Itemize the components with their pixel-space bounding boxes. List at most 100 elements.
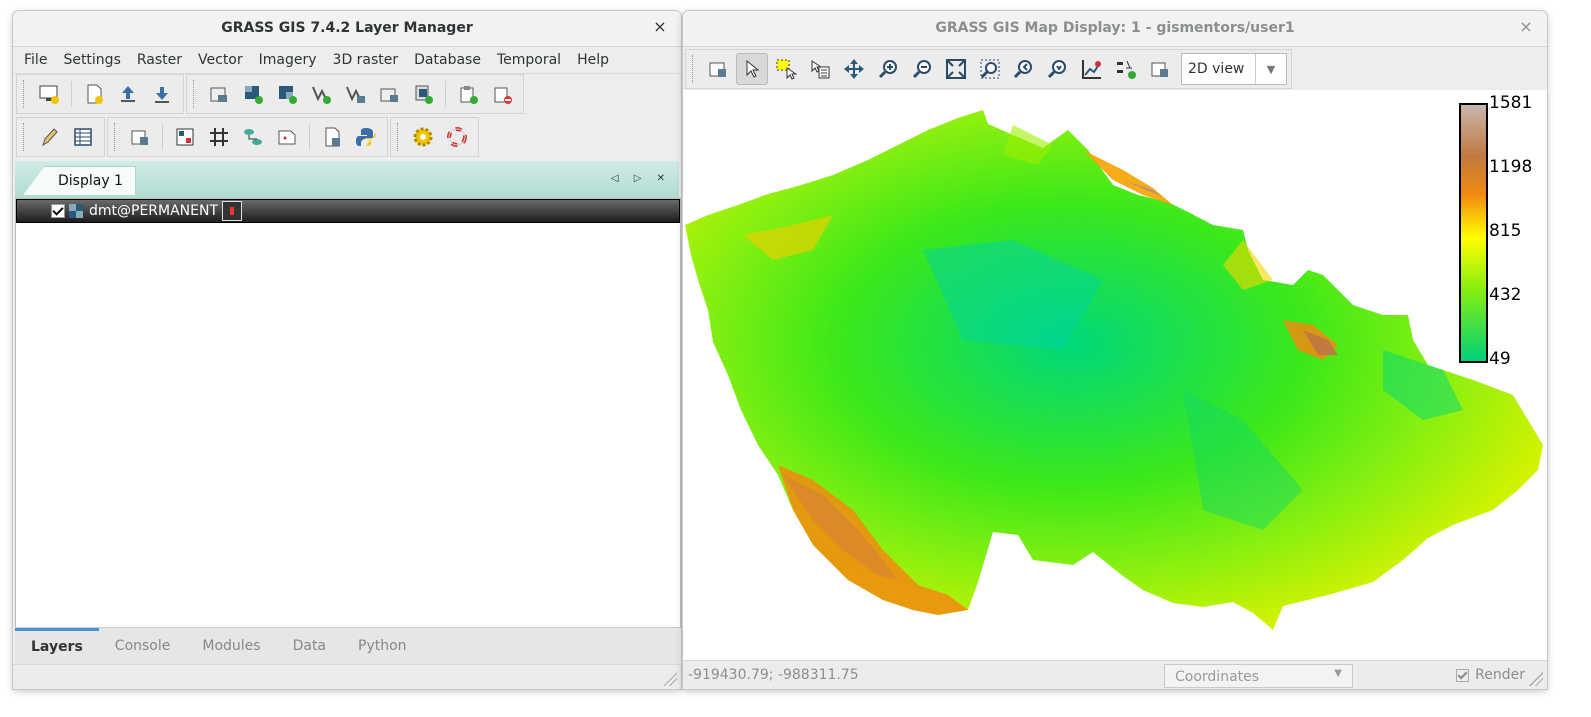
menu-settings[interactable]: Settings — [63, 52, 121, 68]
render-checkbox[interactable]: Render — [1456, 667, 1525, 683]
analyze-icon[interactable] — [1076, 53, 1108, 85]
layer-manager-window: GRASS GIS 7.4.2 Layer Manager × File Set… — [13, 11, 681, 689]
pointer-icon[interactable] — [736, 53, 768, 85]
menu-database[interactable]: Database — [414, 52, 481, 68]
new-workspace-icon[interactable] — [78, 78, 110, 110]
save-workspace-icon[interactable] — [146, 78, 178, 110]
grid-icon[interactable] — [203, 121, 235, 153]
layer-opacity-icon[interactable] — [222, 201, 243, 221]
save-display-icon[interactable] — [1144, 53, 1176, 85]
tab-layers[interactable]: Layers — [15, 628, 99, 664]
georectifier-icon[interactable] — [169, 121, 201, 153]
tab-display-1-label: Display 1 — [58, 173, 123, 189]
add-raster-misc-icon[interactable] — [271, 78, 303, 110]
menu-3d-raster[interactable]: 3D raster — [332, 52, 399, 68]
menu-file[interactable]: File — [24, 52, 48, 68]
window-title: GRASS GIS 7.4.2 Layer Manager — [221, 20, 473, 36]
tab-data[interactable]: Data — [292, 638, 327, 654]
resize-grip-icon[interactable] — [1529, 672, 1543, 686]
toolbar-layers — [186, 74, 524, 114]
select-icon[interactable] — [770, 53, 802, 85]
edit-vector-icon[interactable] — [33, 121, 65, 153]
menu-help[interactable]: Help — [577, 52, 609, 68]
tab-modules[interactable]: Modules — [202, 638, 261, 654]
legend-label-815: 815 — [1489, 221, 1522, 241]
map-display-statusbar: -919430.79; -988311.75 Coordinates ▼ Ren… — [683, 660, 1547, 689]
add-vector-misc-icon[interactable] — [339, 78, 371, 110]
zoom-region-icon[interactable] — [974, 53, 1006, 85]
tab-python[interactable]: Python — [358, 638, 407, 654]
resize-grip-icon[interactable] — [663, 672, 677, 686]
menu-raster[interactable]: Raster — [136, 52, 183, 68]
map-decorations-icon[interactable] — [1110, 53, 1142, 85]
toolbar-misc — [107, 117, 388, 157]
graphical-modeler-icon[interactable] — [237, 121, 269, 153]
render-label: Render — [1475, 667, 1525, 683]
layer-name: dmt@PERMANENT — [89, 203, 219, 219]
import-raster-icon[interactable] — [124, 121, 156, 153]
menu-imagery[interactable]: Imagery — [258, 52, 317, 68]
menu-temporal[interactable]: Temporal — [496, 52, 562, 68]
close-icon[interactable]: × — [1519, 17, 1533, 36]
new-display-icon[interactable] — [33, 78, 65, 110]
layer-visibility-checkbox[interactable] — [51, 204, 65, 218]
map-display-window: GRASS GIS Map Display: 1 - gismentors/us… — [683, 11, 1547, 689]
chevron-down-icon[interactable]: ▼ — [1255, 54, 1286, 84]
pan-icon[interactable] — [838, 53, 870, 85]
notebook-controls[interactable]: ◁ ▷ ✕ — [610, 173, 671, 184]
toolbar-display — [16, 74, 184, 114]
add-overlay-icon[interactable] — [373, 78, 405, 110]
toolbar-row-2 — [16, 117, 481, 157]
attribute-table-icon[interactable] — [67, 121, 99, 153]
elevation-raster-map — [685, 110, 1543, 630]
map-toolbar-group: 2D view ▼ — [685, 49, 1292, 89]
layer-row-dmt[interactable]: dmt@PERMANENT — [16, 199, 680, 223]
open-workspace-icon[interactable] — [112, 78, 144, 110]
map-display-titlebar: GRASS GIS Map Display: 1 - gismentors/us… — [683, 11, 1547, 47]
zoom-extent-icon[interactable] — [940, 53, 972, 85]
elevation-legend-bar — [1459, 103, 1488, 363]
legend-label-min: 49 — [1489, 349, 1511, 369]
menu-vector[interactable]: Vector — [198, 52, 243, 68]
view-mode-value: 2D view — [1188, 61, 1245, 77]
add-raster-icon[interactable] — [237, 78, 269, 110]
zoom-in-icon[interactable] — [872, 53, 904, 85]
statusbar-mode-select[interactable]: Coordinates ▼ — [1164, 664, 1353, 688]
render-map-icon[interactable] — [702, 53, 734, 85]
layer-manager-titlebar: GRASS GIS 7.4.2 Layer Manager × — [13, 11, 681, 47]
zoom-out-icon[interactable] — [906, 53, 938, 85]
add-group-layer-icon[interactable] — [452, 78, 484, 110]
tab-console[interactable]: Console — [114, 638, 171, 654]
layer-tree[interactable]: dmt@PERMANENT — [15, 198, 681, 628]
close-icon[interactable]: × — [653, 17, 667, 36]
toolbar-tools — [16, 117, 105, 157]
legend-label-1198: 1198 — [1489, 157, 1533, 177]
layer-manager-statusbar — [13, 664, 681, 689]
bottom-tabs: Layers Console Modules Data Python — [15, 627, 679, 664]
window-title: GRASS GIS Map Display: 1 - gismentors/us… — [935, 20, 1295, 36]
toolbar-settings — [390, 117, 479, 157]
toolbar-row-1 — [16, 74, 526, 114]
python-shell-icon[interactable] — [350, 121, 382, 153]
map-canvas[interactable]: 1581 1198 815 432 49 — [683, 90, 1547, 662]
chevron-down-icon: ▼ — [1334, 668, 1342, 679]
menubar: File Settings Raster Vector Imagery 3D r… — [13, 47, 681, 74]
map-toolbar: 2D view ▼ — [685, 49, 1294, 89]
query-icon[interactable] — [804, 53, 836, 85]
legend-label-max: 1581 — [1489, 93, 1533, 113]
add-group-icon[interactable] — [407, 78, 439, 110]
statusbar-mode-value: Coordinates — [1175, 669, 1260, 685]
script-icon[interactable] — [316, 121, 348, 153]
zoom-menu-icon[interactable] — [1042, 53, 1074, 85]
zoom-back-icon[interactable] — [1008, 53, 1040, 85]
tab-display-1[interactable]: Display 1 — [23, 166, 136, 195]
remove-layer-icon[interactable] — [486, 78, 518, 110]
add-map-layers-icon[interactable] — [203, 78, 235, 110]
render-check-icon[interactable] — [1456, 668, 1470, 682]
add-vector-icon[interactable] — [305, 78, 337, 110]
view-mode-select[interactable]: 2D view ▼ — [1181, 53, 1287, 85]
help-lifebuoy-icon[interactable] — [441, 121, 473, 153]
map-swipe-icon[interactable] — [271, 121, 303, 153]
raster-layer-icon — [69, 204, 83, 218]
settings-gear-icon[interactable] — [407, 121, 439, 153]
